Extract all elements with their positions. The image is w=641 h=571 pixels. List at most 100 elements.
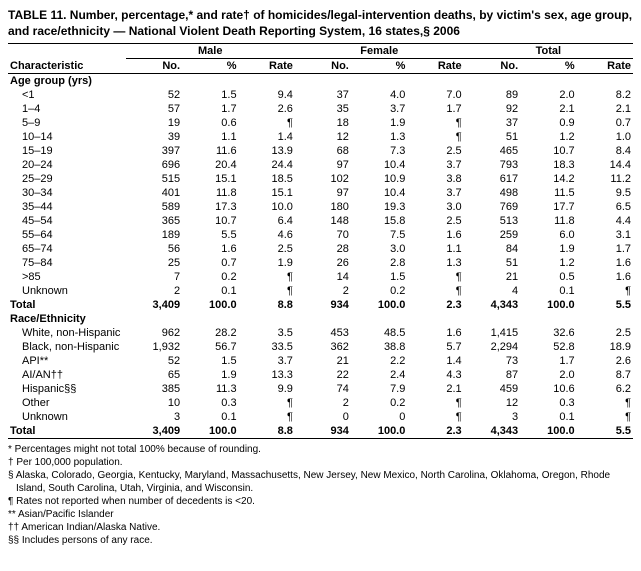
cell: 1,932 [126,340,183,354]
cell: 401 [126,186,183,200]
cell: 11.5 [520,186,577,200]
cell: 7.3 [351,144,408,158]
cell: ¶ [239,396,295,410]
cell: 10.0 [239,200,295,214]
cell: 11.8 [520,214,577,228]
cell: 180 [295,200,351,214]
cell: 2.5 [239,242,295,256]
row-label: 75–84 [8,256,126,270]
cell: 10.7 [520,144,577,158]
cell: 934 [295,424,351,439]
row-label: >85 [8,270,126,284]
cell: 1.6 [407,228,463,242]
cell: 453 [295,326,351,340]
cell: 1.4 [407,354,463,368]
cell: 0.6 [182,116,239,130]
cell: 4,343 [464,424,521,439]
cell: 14.2 [520,172,577,186]
row-label: 45–54 [8,214,126,228]
cell: 2 [126,284,183,298]
row-label: White, non-Hispanic [8,326,126,340]
cell: 3.1 [577,228,633,242]
row-label: 65–74 [8,242,126,256]
row-label: Unknown [8,284,126,298]
cell: 0 [351,410,408,424]
cell: 1.5 [351,270,408,284]
col-pct: % [520,59,577,74]
col-characteristic: Characteristic [8,59,126,74]
row-label: API** [8,354,126,368]
cell: 35 [295,102,351,116]
cell: 33.5 [239,340,295,354]
cell: 1.2 [520,130,577,144]
cell: 4.3 [407,368,463,382]
cell: 3.0 [351,242,408,256]
col-no: No. [295,59,351,74]
cell: 4.0 [351,88,408,102]
cell: 14.4 [577,158,633,172]
group-female: Female [295,44,464,59]
cell: 8.4 [577,144,633,158]
cell: 8.8 [239,298,295,312]
cell: 24.4 [239,158,295,172]
cell: 148 [295,214,351,228]
table-row: 30–3440111.815.19710.43.749811.59.5 [8,186,633,200]
row-label: 10–14 [8,130,126,144]
cell: 385 [126,382,183,396]
footnotes: * Percentages might not total 100% becau… [8,443,633,547]
cell: 1.0 [577,130,633,144]
cell: 52.8 [520,340,577,354]
cell: 14 [295,270,351,284]
cell: 1.7 [577,242,633,256]
col-rate: Rate [407,59,463,74]
cell: 1.7 [182,102,239,116]
cell: 100.0 [182,424,239,439]
cell: ¶ [407,270,463,284]
cell: 39 [126,130,183,144]
row-label: Total [8,298,126,312]
cell: 6.0 [520,228,577,242]
cell: 5.5 [577,424,633,439]
cell: 465 [464,144,521,158]
cell: 37 [295,88,351,102]
cell: 0 [295,410,351,424]
cell: 9.4 [239,88,295,102]
cell: 18.5 [239,172,295,186]
cell: 617 [464,172,521,186]
row-label: 35–44 [8,200,126,214]
row-label: <1 [8,88,126,102]
table-row: API**521.53.7212.21.4731.72.6 [8,354,633,368]
cell: 11.2 [577,172,633,186]
cell: 1.1 [182,130,239,144]
cell: 11.6 [182,144,239,158]
row-label: 30–34 [8,186,126,200]
cell: 1.9 [182,368,239,382]
cell: 6.5 [577,200,633,214]
cell: 0.2 [182,270,239,284]
cell: 0.5 [520,270,577,284]
cell: 3.5 [239,326,295,340]
footnote: ¶ Rates not reported when number of dece… [8,495,633,508]
cell: ¶ [239,116,295,130]
cell: 0.2 [351,396,408,410]
row-label: 15–19 [8,144,126,158]
row-label: 55–64 [8,228,126,242]
cell: 7 [126,270,183,284]
cell: 2.0 [520,368,577,382]
cell: 1.4 [239,130,295,144]
cell: 2.6 [577,354,633,368]
cell: 2.8 [351,256,408,270]
cell: 1.6 [182,242,239,256]
cell: 5.5 [577,298,633,312]
cell: ¶ [407,410,463,424]
cell: 9.5 [577,186,633,200]
cell: 1.5 [182,354,239,368]
cell: 8.2 [577,88,633,102]
cell: 1.9 [351,116,408,130]
cell: 365 [126,214,183,228]
cell: 1.1 [407,242,463,256]
cell: 2 [295,396,351,410]
cell: 0.1 [182,410,239,424]
cell: 10.7 [182,214,239,228]
cell: 12 [295,130,351,144]
